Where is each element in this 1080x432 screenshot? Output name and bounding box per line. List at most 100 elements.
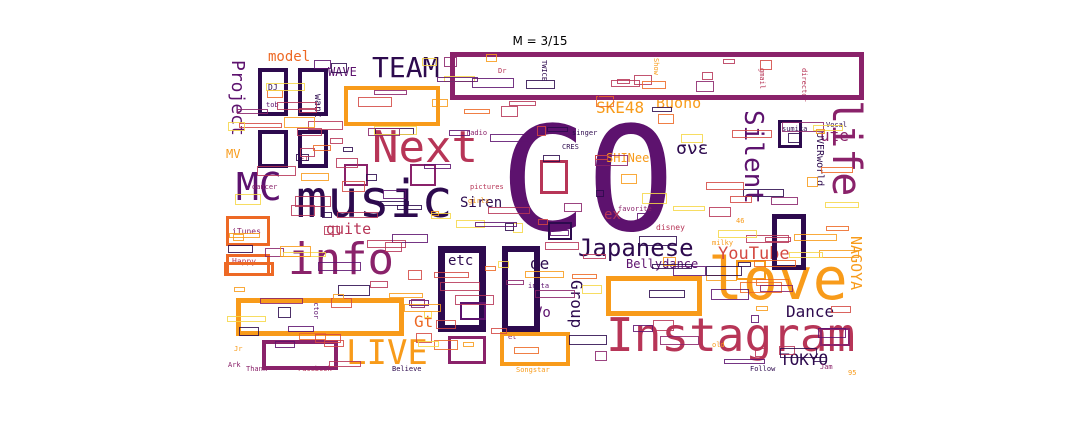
cloud-word-glyph-box <box>324 340 344 347</box>
cloud-word-glyph-box <box>723 59 735 64</box>
cloud-word-glyph-box <box>702 72 713 80</box>
cloud-word-glyph-box <box>239 123 282 128</box>
cloud-word-glyph-box <box>397 205 422 210</box>
cloud-word-glyph-box <box>436 320 456 329</box>
cloud-word-glyph-box <box>366 174 377 181</box>
cloud-word-glyph-box <box>681 134 703 143</box>
cloud-word: model <box>268 49 311 65</box>
cloud-word: DJ <box>268 83 278 92</box>
cloud-word-glyph-box <box>383 190 406 199</box>
cloud-word-glyph-box <box>299 108 317 113</box>
cloud-word-glyph-box <box>266 83 305 91</box>
cloud-word-glyph-box <box>278 307 291 318</box>
cloud-word-glyph-box <box>291 205 315 216</box>
cloud-word-glyph-box <box>389 293 423 298</box>
cloud-word-glyph-box <box>463 342 474 347</box>
cloud-word-glyph-box <box>331 298 352 308</box>
cloud-word-glyph-box <box>509 101 536 106</box>
cloud-word-glyph-box <box>663 257 676 266</box>
cloud-word: etc <box>448 253 474 269</box>
cloud-word-glyph-box <box>324 226 340 235</box>
cloud-word-glyph-box <box>258 130 288 168</box>
cloud-word-glyph-box <box>315 334 341 343</box>
cloud-word-glyph-box <box>485 266 496 271</box>
cloud-word-glyph-box <box>778 120 802 148</box>
cloud-word-glyph-box <box>545 242 579 250</box>
cloud-word-glyph-box <box>724 359 765 364</box>
cloud-word: director <box>800 68 808 102</box>
cloud-word-glyph-box <box>596 190 604 197</box>
cloud-word-glyph-box <box>740 282 782 293</box>
cloud-word: iTunes <box>232 227 261 236</box>
cloud-word: milky <box>712 239 734 247</box>
cloud-word-glyph-box <box>416 333 432 343</box>
cloud-word-glyph-box <box>582 285 602 294</box>
cloud-word-glyph-box <box>652 264 692 269</box>
cloud-word-glyph-box <box>385 242 402 252</box>
cloud-word: σνε <box>676 138 709 159</box>
cloud-word: sumika <box>782 125 808 133</box>
cloud-word-glyph-box <box>736 260 766 280</box>
cloud-word-glyph-box <box>506 280 524 285</box>
cloud-word-glyph-box <box>228 122 245 131</box>
cloud-word: info <box>288 234 394 285</box>
cloud-word-glyph-box <box>228 245 253 253</box>
cloud-word-glyph-box <box>257 166 296 176</box>
cloud-word-glyph-box <box>807 177 818 187</box>
cloud-word-glyph-box <box>370 281 388 288</box>
cloud-word-glyph-box <box>819 250 859 258</box>
cloud-word-glyph-box <box>422 58 437 66</box>
cloud-word-glyph-box <box>237 109 268 114</box>
cloud-word-glyph-box <box>583 254 606 259</box>
cloud-word: Japanese <box>578 234 694 262</box>
cloud-word: singer <box>572 129 598 137</box>
cloud-word-glyph-box <box>343 147 353 152</box>
cloud-word-glyph-box <box>322 212 332 218</box>
cloud-word-glyph-box <box>637 213 650 221</box>
cloud-word-glyph-box <box>732 130 772 138</box>
cloud-word-glyph-box <box>234 287 245 292</box>
cloud-word-glyph-box <box>498 261 509 268</box>
cloud-word-glyph-box <box>333 294 344 299</box>
cloud-word-glyph-box <box>404 304 441 312</box>
cloud-word-glyph-box <box>825 202 859 208</box>
cloud-word: TWICE <box>540 60 548 82</box>
cloud-word-glyph-box <box>526 80 555 89</box>
cloud-word: life <box>823 100 869 197</box>
cloud-word: 46 <box>736 217 745 225</box>
cloud-word: ute <box>820 126 849 145</box>
cloud-word-glyph-box <box>331 63 347 73</box>
cloud-word-glyph-box <box>505 223 514 231</box>
cloud-word-glyph-box <box>765 237 791 242</box>
cloud-word: Follow <box>750 365 776 373</box>
cloud-word-glyph-box <box>642 81 666 89</box>
plot-title: M = 3/15 <box>512 34 568 48</box>
cloud-word-glyph-box <box>418 341 439 347</box>
cloud-word-glyph-box <box>831 306 851 313</box>
cloud-word-glyph-box <box>233 234 244 241</box>
cloud-word-glyph-box <box>298 68 328 116</box>
cloud-word-glyph-box <box>813 357 827 362</box>
cloud-word-glyph-box <box>794 234 837 241</box>
cloud-word-glyph-box <box>460 302 486 320</box>
cloud-word: CO <box>500 96 675 265</box>
cloud-word: SKE48 <box>596 98 645 117</box>
cloud-word: LIVE <box>346 333 428 373</box>
cloud-word-glyph-box <box>696 81 714 92</box>
cloud-word-glyph-box <box>816 129 825 134</box>
cloud-word-glyph-box <box>606 276 702 316</box>
cloud-word-glyph-box <box>275 341 295 348</box>
cloud-word-glyph-box <box>538 219 548 225</box>
cloud-word-glyph-box <box>408 270 422 280</box>
cloud-word-glyph-box <box>464 109 490 114</box>
cloud-word: want <box>312 94 323 119</box>
cloud-word-glyph-box <box>284 117 315 128</box>
cloud-word-glyph-box <box>617 79 630 84</box>
cloud-word-glyph-box <box>596 96 614 107</box>
cloud-word-glyph-box <box>455 295 494 305</box>
cloud-word-glyph-box <box>502 246 540 332</box>
cloud-word-glyph-box <box>751 315 759 323</box>
cloud-word-glyph-box <box>780 348 817 358</box>
cloud-word: disney <box>656 223 685 232</box>
